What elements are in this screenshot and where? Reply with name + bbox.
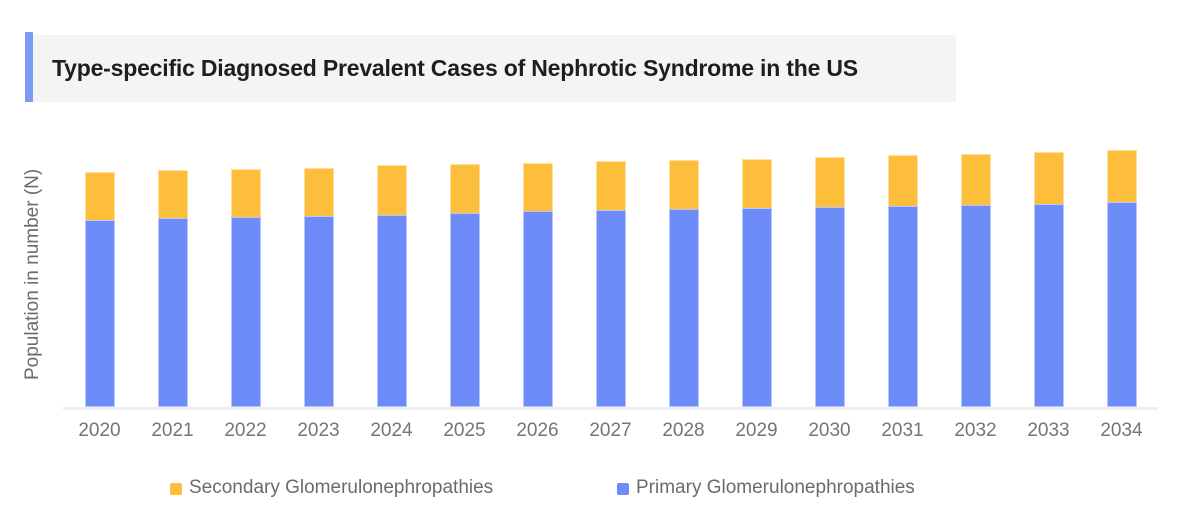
y-axis-label: Population in number (N) (22, 168, 43, 381)
bar-segment-primary-2028[interactable] (668, 209, 699, 407)
stacked-bar-2032 (960, 154, 991, 407)
bar-group-2023 (282, 142, 355, 407)
x-tick-label-2026: 2026 (516, 420, 559, 441)
x-tick-label-2023: 2023 (297, 420, 340, 441)
stacked-bar-2028 (668, 160, 699, 407)
stacked-bar-2027 (595, 161, 626, 407)
bar-group-2031 (866, 142, 939, 407)
bar-segment-primary-2022[interactable] (230, 217, 261, 407)
x-tick-label-2032: 2032 (954, 420, 997, 441)
bar-group-2026 (501, 142, 574, 407)
bar-group-2028 (647, 142, 720, 407)
bar-group-2025 (428, 142, 501, 407)
x-tick-label-2020: 2020 (78, 420, 121, 441)
bar-segment-primary-2023[interactable] (303, 216, 334, 407)
bar-segment-secondary-2034[interactable] (1106, 150, 1137, 202)
bar-segment-primary-2021[interactable] (157, 218, 188, 407)
bar-group-2034 (1085, 142, 1158, 407)
bar-segment-secondary-2032[interactable] (960, 154, 991, 205)
legend-swatch-secondary-icon (170, 483, 182, 495)
legend-item-secondary[interactable]: Secondary Glomerulonephropathies (170, 477, 493, 499)
bar-segment-primary-2031[interactable] (887, 206, 918, 407)
x-tick-label-2033: 2033 (1027, 420, 1070, 441)
bar-group-2021 (136, 142, 209, 407)
bar-segment-secondary-2029[interactable] (741, 159, 772, 208)
x-tick-label-2034: 2034 (1100, 420, 1143, 441)
x-tick-label-2021: 2021 (151, 420, 194, 441)
bar-segment-secondary-2024[interactable] (376, 165, 407, 215)
bar-segment-secondary-2023[interactable] (303, 168, 334, 216)
stacked-bar-2026 (522, 163, 553, 407)
bar-segment-secondary-2026[interactable] (522, 163, 553, 211)
bar-segment-secondary-2030[interactable] (814, 157, 845, 207)
x-tick-label-2022: 2022 (224, 420, 267, 441)
bar-segment-primary-2033[interactable] (1033, 204, 1064, 407)
stacked-bar-2033 (1033, 152, 1064, 407)
bar-series-container (63, 142, 1158, 407)
bar-segment-secondary-2033[interactable] (1033, 152, 1064, 204)
bar-group-2027 (574, 142, 647, 407)
chart-legend: Secondary Glomerulonephropathies Primary… (0, 477, 1200, 503)
bar-segment-primary-2032[interactable] (960, 205, 991, 407)
bar-group-2024 (355, 142, 428, 407)
legend-swatch-primary-icon (617, 483, 629, 495)
x-tick-label-2029: 2029 (735, 420, 778, 441)
page-title: Type-specific Diagnosed Prevalent Cases … (52, 55, 858, 81)
stacked-bar-2031 (887, 155, 918, 407)
bar-group-2022 (209, 142, 282, 407)
bar-segment-secondary-2021[interactable] (157, 170, 188, 218)
bar-group-2020 (63, 142, 136, 407)
x-tick-label-2031: 2031 (881, 420, 924, 441)
bar-segment-secondary-2020[interactable] (84, 172, 115, 220)
bar-segment-primary-2026[interactable] (522, 211, 553, 407)
stacked-bar-2024 (376, 165, 407, 407)
title-accent-bar (25, 32, 33, 102)
stacked-bar-2030 (814, 157, 845, 407)
bar-segment-secondary-2031[interactable] (887, 155, 918, 206)
stacked-bar-2034 (1106, 150, 1137, 407)
bar-group-2032 (939, 142, 1012, 407)
bar-segment-primary-2030[interactable] (814, 207, 845, 407)
bar-segment-primary-2027[interactable] (595, 210, 626, 407)
stacked-bar-2022 (230, 169, 261, 407)
legend-label-primary: Primary Glomerulonephropathies (636, 477, 915, 498)
stacked-bar-2023 (303, 168, 334, 407)
x-tick-label-2027: 2027 (589, 420, 632, 441)
bar-segment-secondary-2028[interactable] (668, 160, 699, 209)
legend-item-primary[interactable]: Primary Glomerulonephropathies (617, 477, 915, 499)
stacked-bar-2025 (449, 164, 480, 407)
bar-segment-secondary-2025[interactable] (449, 164, 480, 213)
bar-segment-secondary-2022[interactable] (230, 169, 261, 217)
bar-segment-primary-2025[interactable] (449, 213, 480, 407)
x-axis-line (63, 407, 1158, 410)
bar-segment-primary-2029[interactable] (741, 208, 772, 407)
stacked-bar-2029 (741, 159, 772, 407)
bar-group-2030 (793, 142, 866, 407)
bar-segment-primary-2020[interactable] (84, 220, 115, 407)
x-tick-label-2024: 2024 (370, 420, 413, 441)
bar-group-2029 (720, 142, 793, 407)
stacked-bar-2020 (84, 172, 115, 407)
bar-segment-secondary-2027[interactable] (595, 161, 626, 210)
bar-segment-primary-2034[interactable] (1106, 202, 1137, 407)
plot-area (63, 142, 1158, 410)
x-tick-label-2030: 2030 (808, 420, 851, 441)
x-axis-tick-labels: 2020 2021 2022 2023 2024 2025 2026 2027 2028 2029… (63, 420, 1158, 442)
legend-label-secondary: Secondary Glomerulonephropathies (189, 477, 494, 498)
bar-segment-primary-2024[interactable] (376, 215, 407, 407)
bar-group-2033 (1012, 142, 1085, 407)
stacked-bar-2021 (157, 170, 188, 407)
x-tick-label-2025: 2025 (443, 420, 486, 441)
x-tick-label-2028: 2028 (662, 420, 705, 441)
title-banner: Type-specific Diagnosed Prevalent Cases … (33, 35, 956, 102)
